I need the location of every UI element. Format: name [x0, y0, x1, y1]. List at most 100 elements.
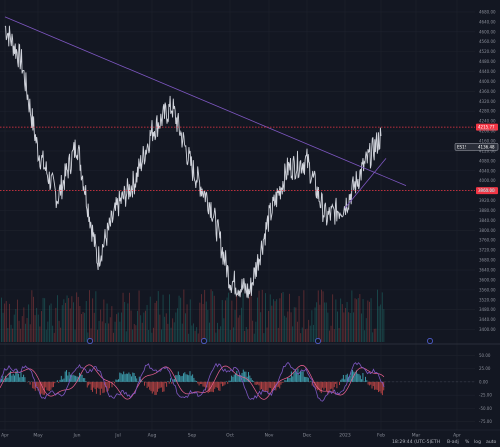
- volume-bar: [44, 298, 46, 342]
- osc-hist-bar: [335, 381, 337, 384]
- osc-hist-bar: [344, 379, 346, 382]
- y-tick-label: 4240.00: [479, 119, 496, 124]
- osc-hist-bar: [212, 381, 214, 393]
- event-marker-3[interactable]: [427, 338, 433, 344]
- osc-hist-bar: [292, 376, 294, 382]
- osc-hist-bar: [132, 372, 134, 382]
- osc-hist-bar: [218, 381, 220, 391]
- osc-hist-bar: [371, 381, 373, 389]
- osc-hist-bar: [134, 376, 136, 382]
- level-label-0: 4215.77: [478, 125, 495, 130]
- volume-bar: [149, 296, 151, 342]
- volume-bar: [177, 308, 178, 342]
- osc-hist-bar: [90, 381, 92, 390]
- volume-bar: [313, 324, 314, 342]
- osc-hist-bar: [271, 381, 273, 391]
- volume-bar: [79, 305, 81, 342]
- osc-hist-bar: [231, 375, 233, 382]
- trendlines[interactable]: [4, 16, 407, 209]
- osc-hist-bar: [153, 381, 155, 392]
- volume-bar: [301, 327, 303, 342]
- price-grid: [0, 0, 475, 430]
- volume-bar: [215, 332, 217, 342]
- volume-bar: [245, 327, 247, 342]
- x-tick-label: 2023: [339, 433, 351, 439]
- volume-bar: [95, 291, 97, 342]
- volume-bar: [49, 305, 50, 342]
- osc-hist-bar: [202, 381, 204, 387]
- osc-hist-bar: [88, 381, 90, 386]
- osc-hist-bar: [300, 371, 301, 382]
- osc-hist-bar: [326, 381, 327, 392]
- horizontal-levels[interactable]: 4215.77 3960.00: [0, 123, 498, 195]
- osc-hist-bar: [288, 377, 290, 382]
- osc-hist-bar: [362, 372, 364, 382]
- osc-hist-bar: [209, 381, 210, 392]
- volume-bar: [309, 325, 311, 342]
- price-axis[interactable]: 3400.00 3440.00 3480.00 3520.00 3560.00 3600.…: [479, 9, 496, 332]
- volume-bar: [303, 290, 305, 342]
- osc-hist-bar: [352, 369, 353, 382]
- osc-hist-bar: [188, 375, 190, 382]
- volume-bar: [223, 318, 225, 342]
- osc-tick-label: -50.00: [479, 406, 492, 411]
- event-marker-2[interactable]: [315, 338, 321, 344]
- osc-hist-bar: [349, 375, 351, 382]
- log-button[interactable]: log: [474, 439, 481, 445]
- session-button[interactable]: ETH: [431, 439, 440, 445]
- osc-hist-bar: [294, 369, 296, 382]
- volume-bar: [317, 290, 319, 342]
- volume-bar: [47, 321, 49, 342]
- trendline-0[interactable]: [4, 16, 407, 187]
- osc-hist-bar: [92, 381, 93, 392]
- volume-bar: [106, 303, 108, 342]
- osc-hist-bar: [111, 381, 113, 388]
- osc-hist-bar: [116, 379, 118, 382]
- volume-bar: [42, 297, 44, 342]
- osc-hist-bar: [29, 381, 31, 385]
- osc-hist-bar: [147, 381, 149, 387]
- volume-bar: [263, 333, 265, 342]
- osc-hist-bar: [316, 381, 318, 391]
- volume-bar: [119, 321, 121, 342]
- osc-hist-bar: [10, 370, 12, 382]
- osc-hist-bar: [283, 381, 285, 383]
- volume-bar: [183, 289, 185, 342]
- time-axis[interactable]: Apr May Jun Jul Aug Sep Oct Nov Dec 2023 Feb Mar Apr: [0, 429, 500, 439]
- x-tick-label: Mar: [412, 433, 421, 439]
- volume-bar: [170, 327, 172, 342]
- osc-hist-bar: [59, 379, 61, 382]
- volume-bar: [141, 322, 143, 342]
- osc-hist-bar: [258, 381, 260, 386]
- osc-hist-bar: [75, 375, 77, 382]
- osc-hist-bar: [272, 381, 274, 390]
- volume-bar: [337, 311, 338, 342]
- event-marker-0[interactable]: [87, 338, 93, 344]
- volume-bar: [293, 307, 295, 342]
- osc-hist-bar: [144, 381, 145, 386]
- volume-bar: [89, 290, 90, 342]
- osc-hist-bar: [21, 376, 23, 382]
- osc-hist-bar: [242, 369, 244, 382]
- volume-bar: [105, 323, 106, 342]
- x-tick-label: Nov: [265, 433, 274, 439]
- osc-hist-bar: [38, 381, 40, 392]
- osc-hist-bar: [23, 374, 25, 382]
- volume-bar: [269, 294, 271, 342]
- osc-hist-bar: [211, 381, 213, 392]
- adj-button[interactable]: B-adj: [447, 439, 459, 445]
- trendline-1[interactable]: [344, 158, 387, 209]
- volume-bar: [330, 325, 332, 342]
- event-markers[interactable]: [87, 338, 433, 344]
- osc-hist-bar: [173, 378, 175, 382]
- oscillator-axis[interactable]: 50.00 25.00 0.00 -25.00 -50.00 -75.00: [479, 353, 492, 424]
- osc-hist-bar: [342, 374, 344, 382]
- event-marker-1[interactable]: [201, 338, 207, 344]
- percent-button[interactable]: %: [465, 439, 470, 445]
- volume-bar: [60, 327, 62, 342]
- volume-bar: [93, 312, 95, 342]
- volume-bar: [210, 289, 212, 342]
- volume-bar: [164, 316, 166, 342]
- auto-button[interactable]: auto: [486, 439, 497, 445]
